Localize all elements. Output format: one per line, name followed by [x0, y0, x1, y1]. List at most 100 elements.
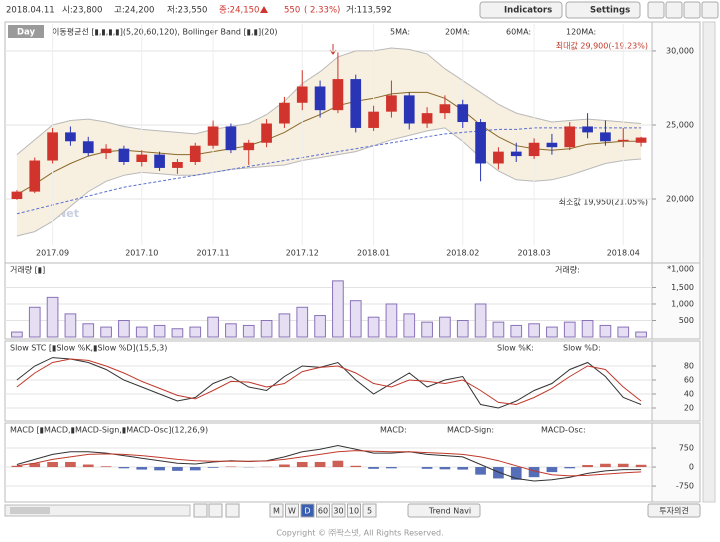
zoom-out-button[interactable]	[208, 503, 223, 518]
osc-bar	[136, 467, 148, 470]
legend-entry: MACD-Sign:	[447, 426, 494, 435]
legend-entry: Slow %D:	[563, 344, 601, 353]
candle-body	[82, 141, 94, 154]
candle-body	[154, 154, 165, 168]
line	[16, 127, 642, 237]
zoom-in-button[interactable]	[193, 503, 208, 518]
line	[16, 47, 642, 155]
volume-bar	[260, 319, 273, 338]
period-label: Day	[17, 28, 36, 38]
copyright: Copyright © ㈜팍스넷, All Rights Reserved.	[276, 528, 443, 538]
axis-strip	[651, 262, 701, 340]
volume-bar	[403, 313, 416, 338]
trend-button[interactable]	[407, 503, 481, 518]
info-volume: 거:113,592	[346, 6, 392, 16]
y-tick-label: 60	[684, 376, 694, 385]
osc-bar	[457, 467, 469, 470]
y-tick-label: 1,000	[671, 299, 694, 308]
volume-bar	[278, 313, 291, 338]
tool-button[interactable]	[701, 1, 719, 19]
candle-body	[136, 154, 148, 163]
volume-bar	[242, 324, 255, 338]
candle-body	[100, 148, 112, 154]
max-note: 최대값 29,900(-19.23%)	[556, 41, 648, 51]
x-tick-label: 2017.11	[197, 249, 230, 258]
x-tick-label: 2018.03	[518, 249, 551, 258]
y-tick-label: 20,000	[666, 195, 694, 204]
volume-bar	[100, 326, 112, 338]
osc-bar	[154, 467, 165, 471]
volume-bar	[599, 324, 612, 338]
y-tick-label: 30,000	[666, 46, 694, 55]
period-button[interactable]	[285, 503, 299, 518]
period-button[interactable]	[331, 503, 346, 518]
axis-strip	[651, 422, 701, 503]
period-button[interactable]	[347, 503, 361, 518]
ma-legend: 120MA:	[566, 28, 596, 37]
y-tick-label: 750	[679, 444, 694, 453]
osc-bar	[546, 467, 558, 473]
period-button[interactable]	[8, 25, 44, 38]
volume-bar	[617, 326, 630, 338]
legend-entry: Slow %K:	[497, 344, 534, 353]
volume-bar	[189, 326, 202, 338]
period-label: 5	[367, 507, 372, 516]
vertical-scrollbar[interactable]	[702, 21, 716, 503]
candle-body	[617, 139, 629, 142]
indicators-label: Indicators	[504, 6, 552, 16]
candle-body	[261, 123, 272, 143]
indicator-label: 이동평균선 [▮,▮,▮,▮](5,20,60,120), Bollinger …	[52, 27, 278, 37]
osc-bar	[172, 467, 183, 471]
opinion-label: 투자의견	[659, 506, 688, 516]
candle-body	[350, 79, 362, 128]
osc-bar	[82, 464, 94, 468]
volume-bar	[332, 280, 344, 338]
tool-button[interactable]	[647, 1, 665, 19]
x-tick-label: 2018.02	[446, 249, 479, 258]
candle-body	[29, 160, 41, 192]
trend-label: Trend Navi	[428, 507, 471, 516]
period-label: M	[273, 507, 280, 516]
osc-bar	[11, 465, 23, 468]
horizontal-scrollbar[interactable]	[4, 504, 191, 517]
indicators-button[interactable]	[479, 1, 563, 19]
osc-bar	[635, 464, 647, 468]
volume-bar	[563, 321, 576, 338]
period-button[interactable]	[269, 503, 284, 518]
ma-legend: 60MA:	[506, 28, 531, 37]
osc-bar	[47, 461, 58, 468]
period-button[interactable]	[300, 503, 315, 518]
min-note: 최소값 19,950(21.05%)	[559, 197, 648, 207]
candle-body	[118, 148, 130, 163]
volume-bar	[528, 323, 540, 338]
scroll-thumb[interactable]	[10, 507, 50, 514]
period-button[interactable]	[362, 503, 377, 518]
period-button[interactable]	[316, 503, 330, 518]
y-tick-label: 500	[679, 316, 694, 325]
y-tick-label: 40	[684, 390, 694, 399]
volume-bar	[153, 324, 166, 338]
x-tick-label: 2018.01	[357, 249, 390, 258]
line	[16, 358, 642, 406]
candle-body	[457, 104, 469, 123]
volume-bar	[171, 328, 184, 338]
candle-body	[386, 95, 397, 112]
volume-bar	[439, 316, 451, 338]
ma-legend: 20MA:	[445, 28, 470, 37]
volume-bar	[367, 316, 380, 338]
reset-button[interactable]	[225, 503, 240, 518]
candle-body	[11, 191, 23, 200]
osc-bar	[386, 467, 397, 469]
candle-body	[368, 111, 379, 128]
tool-button[interactable]	[683, 1, 701, 19]
settings-button[interactable]	[565, 1, 641, 19]
tool-button[interactable]	[665, 1, 683, 19]
osc-bar	[368, 467, 379, 469]
up-arrow	[260, 6, 268, 13]
opinion-button[interactable]	[647, 503, 701, 518]
candle-body	[510, 151, 522, 157]
candle-body	[279, 102, 290, 124]
osc-bar	[29, 463, 41, 468]
x-tick-label: 2017.10	[125, 249, 158, 258]
